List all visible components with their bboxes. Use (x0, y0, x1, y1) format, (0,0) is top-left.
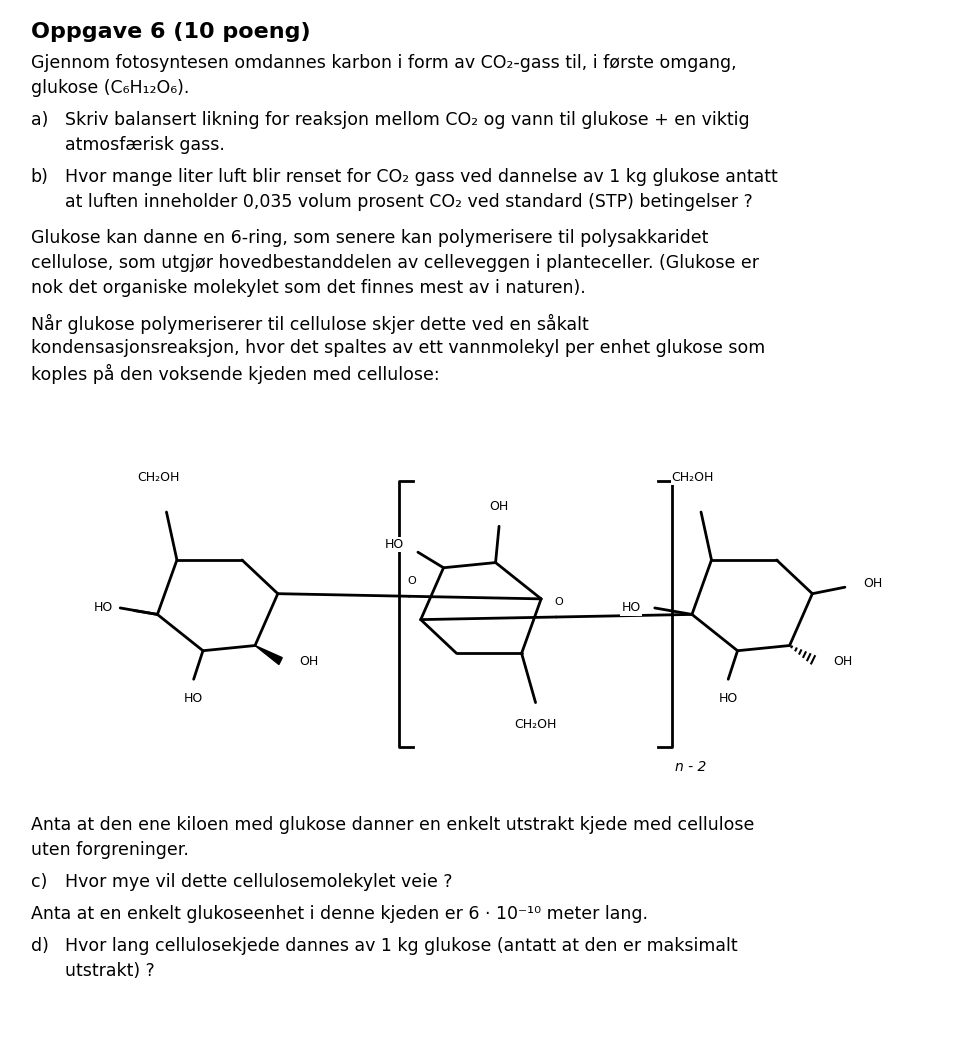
Text: a): a) (31, 111, 48, 129)
Text: d): d) (31, 937, 49, 955)
Text: HO: HO (184, 693, 204, 705)
Text: OH: OH (863, 577, 883, 590)
Text: Gjennom fotosyntesen omdannes karbon i form av CO₂-gass til, i første omgang,: Gjennom fotosyntesen omdannes karbon i f… (31, 54, 736, 72)
Text: Når glukose polymeriserer til cellulose skjer dette ved en såkalt: Når glukose polymeriserer til cellulose … (31, 314, 588, 334)
Text: OH: OH (490, 500, 509, 513)
Text: CH₂OH: CH₂OH (137, 471, 180, 483)
Text: Hvor mye vil dette cellulosemolekylet veie ?: Hvor mye vil dette cellulosemolekylet ve… (65, 873, 453, 891)
Text: OH: OH (833, 654, 853, 668)
Text: Hvor mange liter luft blir renset for CO₂ gass ved dannelse av 1 kg glukose anta: Hvor mange liter luft blir renset for CO… (65, 168, 778, 186)
Text: nok det organiske molekylet som det finnes mest av i naturen).: nok det organiske molekylet som det finn… (31, 279, 586, 297)
Text: HO: HO (621, 601, 641, 615)
Text: glukose (C₆H₁₂O₆).: glukose (C₆H₁₂O₆). (31, 79, 189, 96)
Text: O: O (407, 576, 416, 586)
Text: uten forgreninger.: uten forgreninger. (31, 841, 188, 859)
Text: HO: HO (719, 693, 738, 705)
Text: n - 2: n - 2 (675, 759, 707, 774)
Text: at luften inneholder 0,035 volum prosent CO₂ ved standard (STP) betingelser ?: at luften inneholder 0,035 volum prosent… (65, 193, 753, 211)
Text: OH: OH (300, 654, 319, 668)
Text: Anta at en enkelt glukoseenhet i denne kjeden er 6 · 10⁻¹⁰ meter lang.: Anta at en enkelt glukoseenhet i denne k… (31, 905, 648, 923)
Text: cellulose, som utgjør hovedbestanddelen av celleveggen i planteceller. (Glukose : cellulose, som utgjør hovedbestanddelen … (31, 254, 758, 272)
Text: Hvor lang cellulosekjede dannes av 1 kg glukose (antatt at den er maksimalt: Hvor lang cellulosekjede dannes av 1 kg … (65, 937, 738, 955)
Text: CH₂OH: CH₂OH (672, 471, 714, 483)
Text: atmosfærisk gass.: atmosfærisk gass. (65, 136, 226, 153)
Text: koples på den voksende kjeden med cellulose:: koples på den voksende kjeden med cellul… (31, 364, 440, 384)
Text: Oppgave 6 (10 poeng): Oppgave 6 (10 poeng) (31, 22, 310, 41)
Polygon shape (255, 645, 282, 665)
Text: c): c) (31, 873, 47, 891)
Text: O: O (554, 596, 564, 607)
Text: utstrakt) ?: utstrakt) ? (65, 962, 155, 980)
Text: kondensasjonsreaksjon, hvor det spaltes av ett vannmolekyl per enhet glukose som: kondensasjonsreaksjon, hvor det spaltes … (31, 339, 765, 357)
Text: HO: HO (94, 601, 113, 615)
Text: b): b) (31, 168, 49, 186)
Text: Glukose kan danne en 6-ring, som senere kan polymerisere til polysakkaridet: Glukose kan danne en 6-ring, som senere … (31, 229, 708, 247)
Text: Anta at den ene kiloen med glukose danner en enkelt utstrakt kjede med cellulose: Anta at den ene kiloen med glukose danne… (31, 816, 755, 834)
Text: HO: HO (385, 538, 404, 551)
Text: Skriv balansert likning for reaksjon mellom CO₂ og vann til glukose + en viktig: Skriv balansert likning for reaksjon mel… (65, 111, 750, 129)
Text: CH₂OH: CH₂OH (515, 718, 557, 731)
